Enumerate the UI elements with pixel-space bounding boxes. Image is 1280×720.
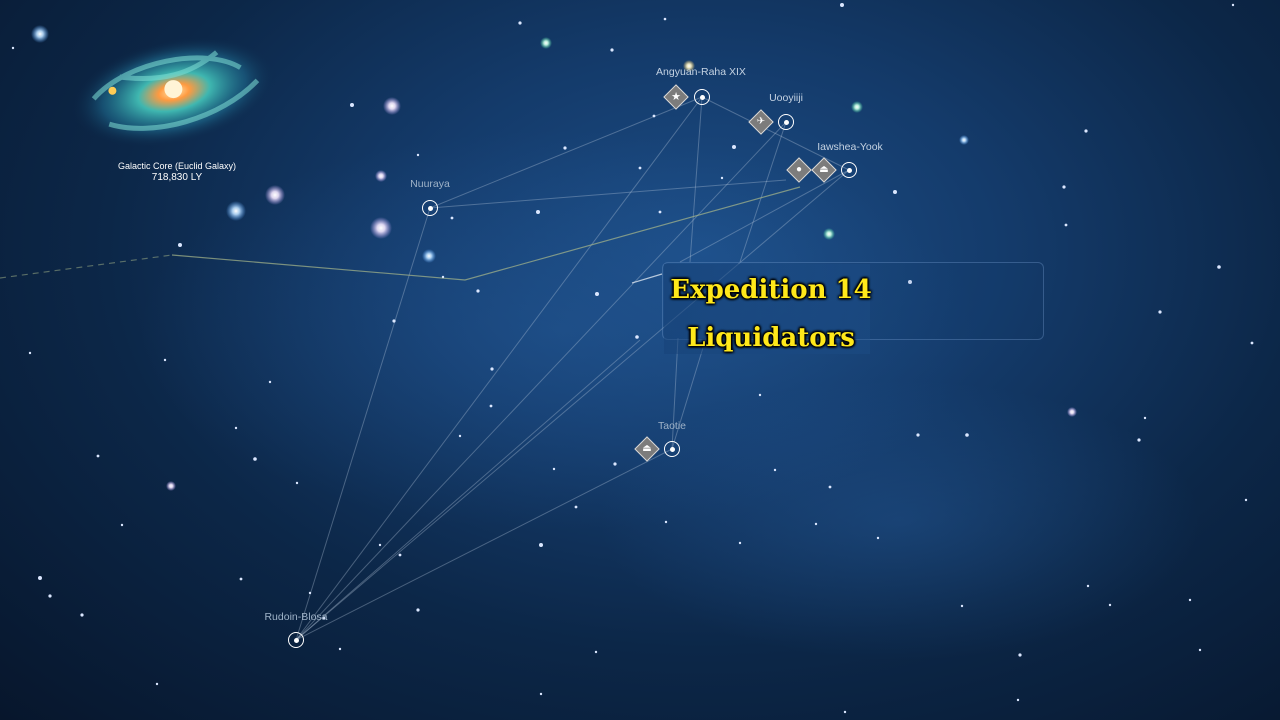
galactic-core-distance: 718,830 LY [151,172,203,183]
system-node-uooyiiji[interactable] [778,114,794,130]
system-node-iawshea[interactable] [841,162,857,178]
system-label-taotie: Taotie [657,420,687,432]
galactic-core-image[interactable] [61,20,286,165]
galactic-core-label: Galactic Core (Euclid Galaxy) 718,830 LY [100,160,254,184]
pixelated-overlay [664,264,870,354]
star-icon: ★ [671,91,681,103]
system-label-uooyiiji: Uooyiiji [769,92,803,104]
expedition-caption: Expedition 14 Liquidators [640,266,902,362]
active-route-line [0,186,801,284]
system-node-nuuraya[interactable] [422,200,438,216]
small-stars [11,3,1254,714]
caption-line-2: Liquidators [687,323,855,353]
freighter-icon: ✈ [756,116,766,127]
nebula-glow [600,380,1200,660]
system-node-taotie[interactable] [664,441,680,457]
system-label-rudoin: Rudoin-Blosa [264,611,328,623]
bright-stars [31,25,1077,491]
system-node-rudoin[interactable] [288,632,304,648]
caption-line-1: Expedition 14 [670,275,872,305]
ufo-icon: ⏏ [642,443,652,454]
system-label-iawshea: Iawshea-Yook [817,141,883,153]
ufo-icon: ⏏ [819,164,829,175]
system-label-nuuraya: Nuuraya [410,178,450,190]
galactic-core-name: Galactic Core (Euclid Galaxy) [117,161,237,171]
route-lines [295,96,850,641]
system-node-angyuan[interactable] [694,89,710,105]
system-label-angyuan: Angyuan-Raha XIX [656,66,746,78]
traveller-icon: ● [795,164,803,175]
